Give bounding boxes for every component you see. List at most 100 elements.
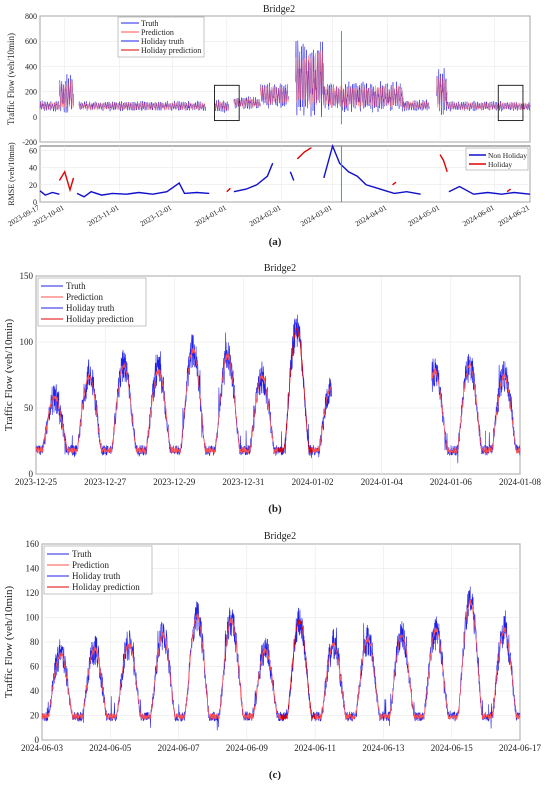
x-tick-label: 2024-01-01: [193, 203, 228, 228]
x-tick-label: 2023-12-29: [153, 477, 195, 487]
prediction-series: [214, 101, 229, 111]
legend-b-prediction-label: Prediction: [66, 292, 103, 302]
prediction-series: [212, 617, 248, 720]
prediction-series: [41, 652, 77, 721]
prediction-series: [243, 373, 279, 454]
panel-b-title: Bridge2: [264, 263, 296, 274]
legend-c-holiday-prediction-label: Holiday prediction: [72, 582, 140, 592]
prediction-series: [295, 50, 324, 108]
y-tick-label: 80: [30, 637, 40, 647]
prediction-series: [139, 369, 175, 454]
prediction-series: [485, 627, 521, 720]
x-tick-label: 2023-12-27: [84, 477, 126, 487]
y-tick-label: 160: [26, 539, 40, 549]
x-tick-label: 2024-05-01: [406, 203, 441, 228]
prediction-series: [233, 98, 261, 108]
prediction-series: [277, 327, 313, 454]
y-tick-label: 0: [33, 113, 37, 122]
prediction-series: [35, 395, 71, 454]
prediction-series: [323, 85, 404, 108]
prediction-series: [75, 646, 111, 720]
prediction-series: [59, 80, 74, 108]
x-tick-label: 2024-03-01: [299, 203, 334, 228]
panel-c-ylabel: Traffic Flow (veh/10min): [3, 585, 15, 698]
y-tick-label: -200: [22, 138, 37, 147]
x-tick-label: 2023-12-01: [138, 203, 173, 228]
holiday-rmse-line: [58, 147, 512, 193]
caption-a: (a): [269, 236, 282, 248]
y-tick-label: 60: [30, 662, 40, 672]
prediction-series: [348, 636, 384, 721]
prediction-series: [104, 362, 141, 454]
truth-series: [314, 627, 350, 722]
x-tick-label: 2024-06-11: [294, 743, 336, 753]
legend-c-prediction-label: Prediction: [72, 560, 109, 570]
prediction-series: [174, 348, 210, 454]
prediction-series: [436, 76, 448, 109]
highlight-box-1: [214, 84, 240, 122]
y-tick-label: 100: [26, 613, 40, 623]
truth-series: [178, 601, 213, 723]
panel-b-chart: Bridge2 150 100 50 0 2023-12-25 2023-12-27 20…: [3, 263, 541, 487]
prediction-series: [314, 642, 350, 721]
caption-b: (b): [268, 503, 282, 515]
panel-a-top-legend: Truth Prediction Holiday truth Holiday p…: [117, 16, 205, 58]
legend-prediction-label: Prediction: [141, 28, 174, 37]
legend-b-truth-label: Truth: [66, 281, 86, 291]
panel-c-chart: Bridge2 160 140 120 100 80 60 40 20 0 2024-06-03…: [3, 531, 541, 753]
legend-b-holiday-prediction-label: Holiday prediction: [66, 314, 134, 324]
prediction-series: [109, 642, 145, 720]
y-tick-label: 200: [25, 88, 37, 97]
legend-holiday-truth-label: Holiday truth: [141, 37, 184, 46]
x-tick-label: 2023-12-25: [15, 477, 57, 487]
legend-holiday-prediction-label: Holiday prediction: [141, 46, 201, 55]
highlight-box-2: [497, 84, 524, 122]
prediction-series: [246, 647, 282, 720]
x-tick-label: 2024-06-09: [226, 743, 268, 753]
y-tick-label: 150: [20, 271, 34, 281]
x-tick-label: 2023-12-31: [222, 477, 264, 487]
legend-c-truth-label: Truth: [72, 549, 92, 559]
x-tick-label: 2024-06-01: [461, 203, 496, 228]
prediction-series: [178, 613, 213, 721]
panel-a-top-ylabel: Traffic Flow (veh/10min): [6, 33, 16, 125]
prediction-series: [451, 599, 487, 720]
truth-series: [139, 351, 175, 456]
y-tick-label: 600: [25, 37, 37, 46]
y-tick-label: 20: [30, 711, 40, 721]
y-tick-label: 400: [25, 62, 37, 71]
x-tick-label: 2024-01-02: [292, 477, 334, 487]
panel-a-traffic-chart: Bridge2 800 600 400 200 0 -200 Traffic Flow (…: [6, 4, 531, 147]
legend-non-holiday-label: Non Holiday: [488, 151, 527, 160]
prediction-series: [78, 101, 206, 111]
legend-truth-label: Truth: [141, 19, 159, 28]
panel-c-legend: Truth Prediction Holiday truth Holiday p…: [43, 545, 153, 595]
caption-c: (c): [269, 769, 282, 781]
y-tick-label: 50: [24, 403, 34, 413]
prediction-series: [39, 101, 60, 111]
y-tick-label: 0: [29, 469, 34, 479]
x-tick-label: 2024-06-17: [499, 743, 541, 753]
x-tick-label: 2024-06-03: [21, 743, 63, 753]
x-tick-label: 2024-06-13: [362, 743, 404, 753]
x-tick-label: 2024-04-01: [353, 203, 388, 228]
prediction-series: [312, 383, 332, 453]
y-tick-label: 20: [29, 181, 37, 190]
x-tick-label: 2024-06-05: [89, 743, 131, 753]
x-tick-label: 2024-06-21: [496, 203, 531, 228]
panel-b-ylabel: Traffic Flow (veh/10min): [3, 318, 15, 431]
y-tick-label: 60: [29, 146, 37, 155]
prediction-series: [431, 368, 452, 454]
x-tick-label: 2024-01-08: [499, 477, 541, 487]
truth-series: [70, 359, 106, 458]
panel-a-bottom-ylabel: RMSE (veh/10min): [7, 142, 16, 206]
x-tick-label: 2024-01-04: [361, 477, 403, 487]
x-tick-label: 2023-11-01: [86, 203, 121, 228]
prediction-series: [144, 631, 179, 720]
truth-series: [417, 616, 452, 722]
truth-series: [485, 610, 521, 729]
prediction-series: [485, 373, 521, 455]
truth-series: [485, 360, 521, 456]
panel-a-bottom-plot-area: [39, 145, 531, 203]
